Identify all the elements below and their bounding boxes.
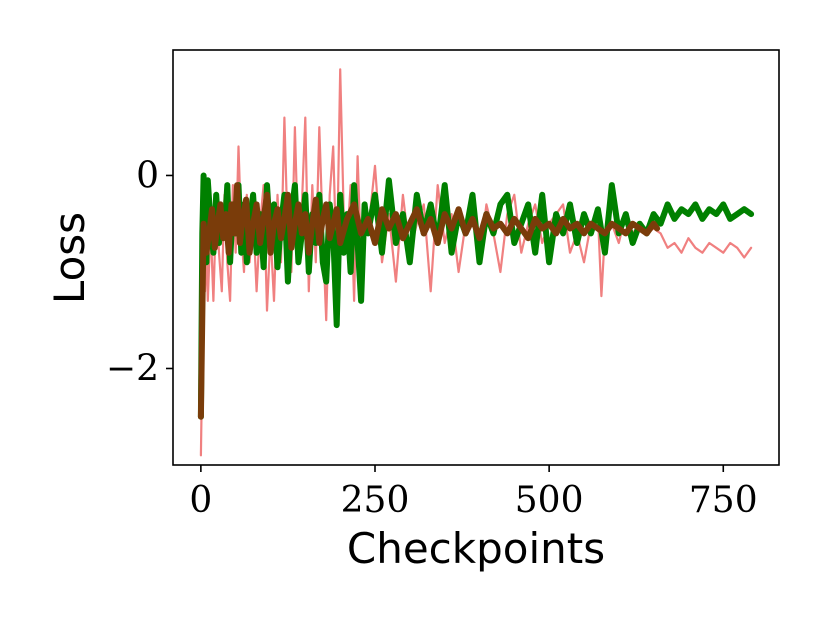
y-axis-title: Loss (45, 212, 94, 304)
x-axis-ticks: 0 250 500 750 (189, 465, 758, 521)
y-axis-ticks: −2 0 (106, 155, 173, 389)
series-layer (197, 68, 755, 457)
plot-frame (172, 49, 780, 466)
y-tick-label: −2 (106, 348, 159, 389)
y-tick-label: 0 (136, 155, 159, 196)
series-line-3 (197, 182, 661, 420)
x-tick-label: 0 (189, 480, 212, 521)
x-tick-label: 500 (515, 480, 584, 521)
x-tick-label: 250 (341, 480, 410, 521)
x-axis-title: Checkpoints (347, 524, 605, 573)
x-tick-label: 750 (689, 480, 758, 521)
